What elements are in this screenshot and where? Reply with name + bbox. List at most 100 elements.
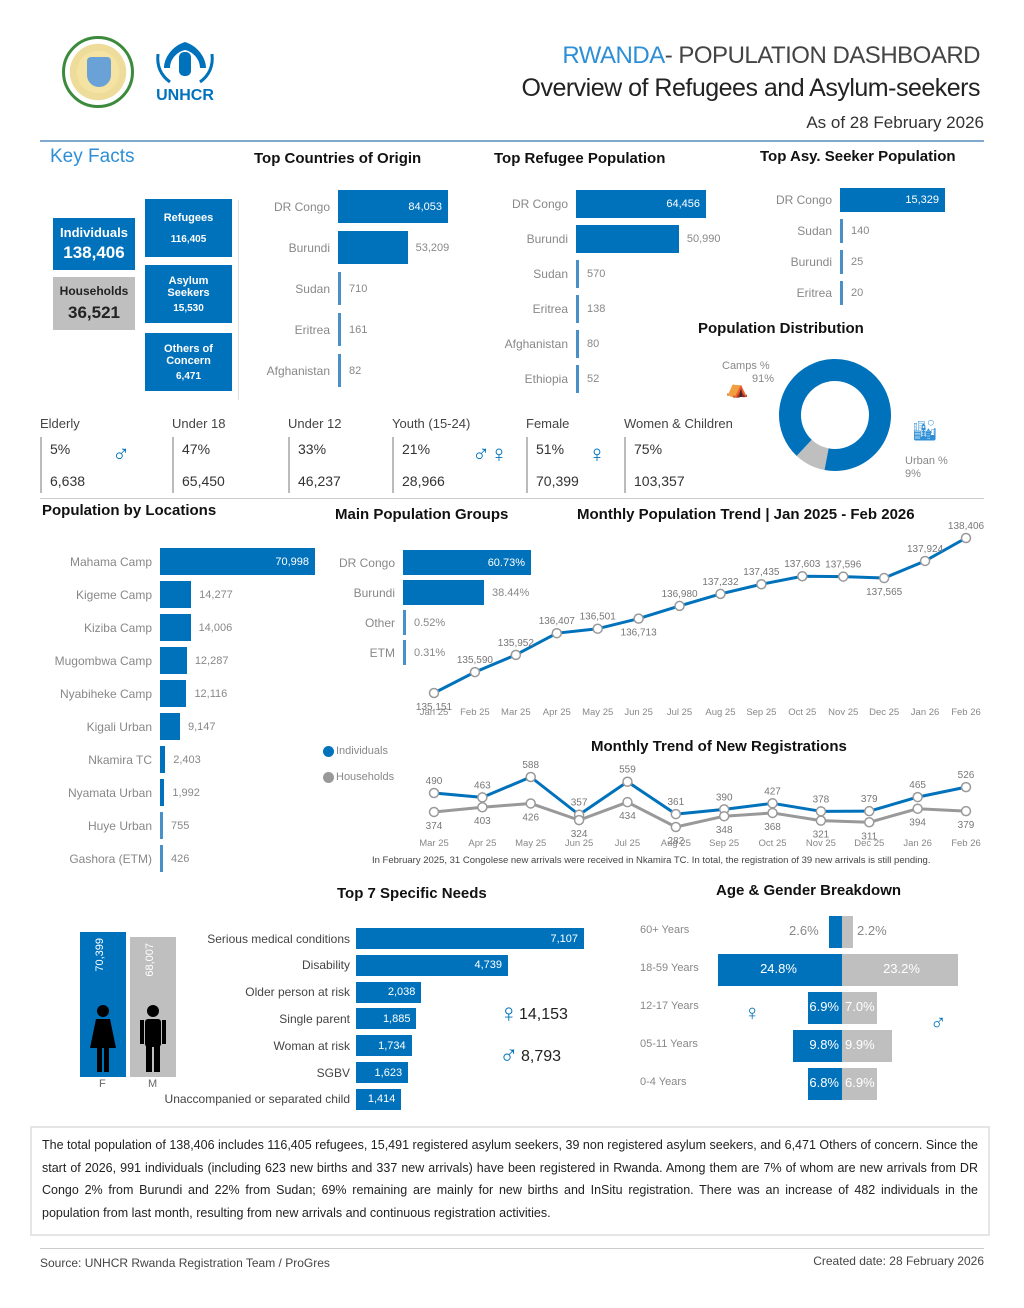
data-label: 588 (522, 760, 539, 771)
demo-label: Elderly (40, 416, 80, 431)
refugee-row: Afghanistan 80 (490, 330, 599, 358)
pyramid-male-icon: ♂ (930, 1010, 947, 1035)
others-label-2: Concern (166, 354, 211, 367)
need-row: Unaccompanied or separated child 1,414 (150, 1088, 402, 1110)
asylum-label: Burundi (790, 255, 832, 269)
location-row: Nyamata Urban 1,992 (40, 779, 200, 806)
location-row: Kiziba Camp 14,006 (40, 614, 232, 641)
data-point (864, 805, 875, 817)
elderly-person-icon: ♂ (112, 441, 130, 468)
group-label: Burundi (353, 585, 395, 600)
refugee-label: DR Congo (511, 197, 568, 211)
group-row: Other 0.52% (330, 610, 445, 635)
data-label: 137,435 (743, 567, 780, 578)
refugee-value: 138 (587, 303, 606, 315)
need-row: Woman at risk 1,734 (150, 1035, 412, 1057)
male-age-bar (842, 992, 877, 1024)
need-label: Single parent (279, 1011, 350, 1026)
age-group-label: 60+ Years (640, 924, 690, 936)
data-point (767, 798, 778, 809)
individuals-line (433, 775, 967, 817)
refugee-row: Burundi 50,990 (490, 225, 720, 253)
asylum-bar (840, 281, 843, 305)
data-point (622, 776, 633, 787)
country-value: 82 (349, 364, 362, 377)
demo-pct: 51% (536, 441, 565, 457)
x-tick-label: Dec 25 (869, 707, 899, 718)
refugee-value: 52 (587, 373, 600, 385)
asylum-label: Sudan (797, 224, 832, 238)
youth-couple-icon: ♂♀ (472, 441, 508, 468)
age-gender-title: Age & Gender Breakdown (716, 882, 902, 899)
donut-camps-slice (779, 359, 891, 471)
group-label: DR Congo (338, 555, 395, 570)
data-label: 463 (474, 780, 491, 791)
data-point (592, 623, 603, 634)
location-row: Mugombwa Camp 12,287 (40, 647, 228, 674)
asylum-bar (840, 219, 843, 243)
households-line (433, 800, 967, 829)
need-value: 2,038 (387, 986, 416, 999)
data-label: 137,596 (825, 560, 862, 571)
need-bar: 1,885 (356, 1008, 417, 1030)
others-of-concern-box: Others of Concern 6,471 (145, 333, 232, 391)
registrations-chart: 490 463 588 357 559 361 390 427 378 379 465 526 374 4… (419, 760, 981, 849)
demo-label: Under 18 (172, 416, 226, 431)
top-asylum-title: Top Asy. Seeker Population (760, 148, 956, 165)
group-row: Burundi 38.44% (330, 580, 529, 605)
location-bar (160, 614, 191, 641)
demo-label: Female (526, 416, 570, 431)
refugee-value: 64,456 (666, 198, 700, 210)
location-row: Nkamira TC 2,403 (40, 746, 201, 773)
country-value: 53,209 (415, 241, 450, 254)
others-label-1: Others of (164, 342, 213, 355)
asylum-value: 140 (851, 225, 870, 237)
female-age-value: 6.8% (809, 1075, 839, 1090)
locations-chart: Mahama Camp 70,998 Kigeme Camp 14,277 Kiziba… (40, 548, 340, 878)
need-bar: 4,739 (356, 954, 509, 976)
location-bar (160, 779, 165, 806)
female-age-value: 9.8% (809, 1037, 839, 1052)
data-point (767, 807, 778, 819)
distribution-donut (779, 359, 891, 471)
x-tick-label: Feb 25 (460, 707, 490, 718)
location-bar (160, 845, 163, 872)
locations-title: Population by Locations (42, 502, 217, 519)
asylum-value: 25 (851, 256, 864, 268)
footer-source: Source: UNHCR Rwanda Registration Team /… (40, 1256, 330, 1270)
demo-value: 70,399 (536, 473, 579, 489)
registrations-title: Monthly Trend of New Registrations (591, 738, 847, 755)
need-bar: 1,734 (356, 1035, 412, 1057)
need-value: 1,885 (382, 1012, 411, 1025)
need-label: Serious medical conditions (207, 931, 350, 946)
data-point (551, 627, 563, 639)
data-label: 427 (764, 786, 781, 797)
demo-value: 46,237 (298, 473, 341, 489)
summary-text: The total population of 138,406 includes… (30, 1126, 990, 1236)
data-point (912, 791, 923, 803)
location-label: Huye Urban (87, 818, 152, 833)
data-label: 434 (619, 811, 636, 822)
need-value: 1,414 (367, 1093, 396, 1106)
need-value: 4,739 (474, 959, 503, 972)
unhcr-logo: UNHCR (150, 38, 220, 108)
asylum-label: DR Congo (775, 193, 832, 207)
data-label: 136,501 (580, 612, 617, 623)
need-value: 1,623 (374, 1066, 403, 1079)
group-row: DR Congo 60.73% (330, 550, 531, 575)
needs-male-icon: ♂ (499, 1040, 519, 1070)
male-age-bar (842, 916, 853, 948)
data-label: 138,406 (948, 521, 985, 532)
data-point (864, 817, 875, 828)
asylum-label-1: Asylum (168, 274, 209, 287)
country-label: Sudan (295, 281, 330, 296)
need-label: Disability (301, 958, 350, 973)
group-row: ETM 0.31% (330, 640, 445, 665)
female-total-value: 70,399 (94, 938, 106, 972)
refugees-label: Refugees (163, 211, 214, 224)
needs-female-total: 14,153 (519, 1006, 568, 1023)
refugee-label: Ethiopia (524, 372, 568, 386)
key-facts-divider (238, 200, 239, 400)
group-value: 0.52% (414, 616, 446, 629)
data-point (469, 666, 481, 678)
